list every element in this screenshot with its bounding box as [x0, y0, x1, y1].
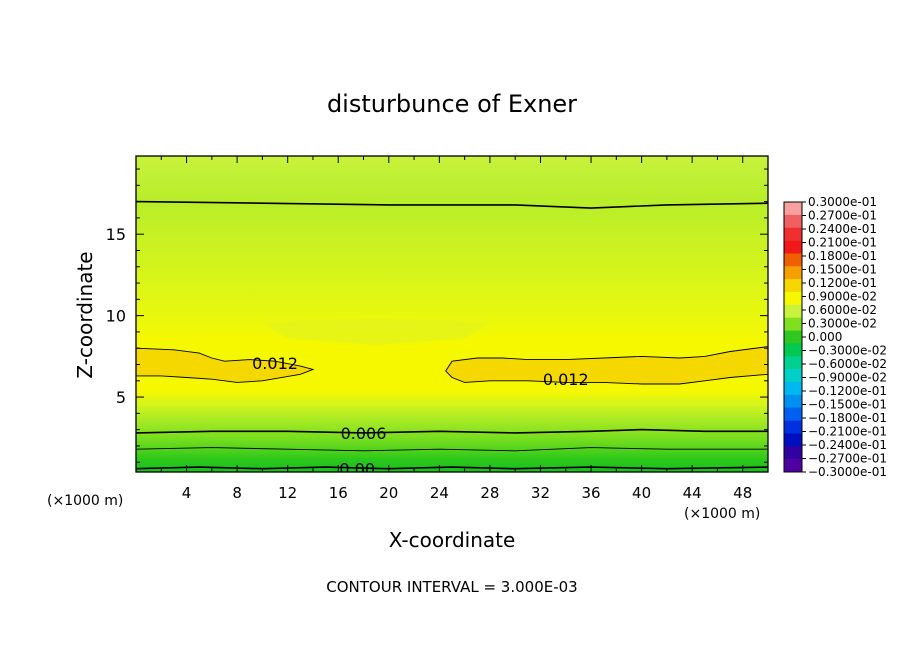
x-tick-label-6: 28 — [480, 484, 499, 502]
contour-label-0: 0.012 — [252, 354, 298, 373]
colorbar: 0.3000e-010.2700e-010.2400e-010.2100e-01… — [783, 195, 887, 479]
colorbar-label-20: −0.3000e-01 — [808, 465, 887, 479]
colorbar-label-3: 0.2100e-01 — [808, 236, 877, 250]
contour-label-1: 0.012 — [543, 370, 589, 389]
colorbar-label-16: −0.1800e-01 — [808, 411, 887, 425]
x-tick-label-9: 40 — [632, 484, 651, 502]
colorbar-label-11: −0.3000e-02 — [808, 344, 887, 358]
x-unit-right: (×1000 m) — [684, 506, 760, 522]
contour-label-2: 0.006 — [341, 424, 387, 443]
colorbar-label-7: 0.9000e-02 — [808, 290, 877, 304]
contour-line-3 — [136, 428, 768, 434]
colorbar-swatch-14 — [784, 382, 802, 396]
contour-line-4 — [136, 447, 768, 452]
colorbar-swatch-20 — [784, 459, 802, 473]
colorbar-swatch-1 — [784, 214, 802, 229]
colorbar-label-17: −0.2100e-01 — [808, 425, 887, 439]
contour-interval-footer: CONTOUR INTERVAL = 3.000E-03 — [326, 578, 577, 596]
y-axis-label: Z-coordinate — [73, 251, 97, 378]
colorbar-swatch-19 — [784, 446, 802, 460]
colorbar-swatch-10 — [784, 330, 802, 344]
x-tick-label-4: 20 — [379, 484, 398, 502]
colorbar-label-4: 0.1800e-01 — [808, 249, 877, 263]
contour-core-fill-1 — [445, 346, 768, 384]
colorbar-label-8: 0.6000e-02 — [808, 303, 877, 317]
colorbar-label-2: 0.2400e-01 — [808, 222, 877, 236]
colorbar-label-9: 0.3000e-02 — [808, 317, 877, 331]
contour-line-0 — [136, 347, 315, 383]
x-tick-label-2: 12 — [278, 484, 297, 502]
colorbar-label-10: 0.000 — [808, 330, 842, 344]
colorbar-swatch-15 — [784, 394, 802, 409]
colorbar-label-1: 0.2700e-01 — [808, 209, 877, 223]
plot-frame — [135, 155, 769, 473]
colorbar-label-19: −0.2700e-01 — [808, 452, 887, 466]
colorbar-label-5: 0.1500e-01 — [808, 263, 877, 277]
colorbar-label-18: −0.2400e-01 — [808, 438, 887, 452]
x-tick-label-11: 48 — [733, 484, 752, 502]
colorbar-label-15: −0.1500e-01 — [808, 398, 887, 412]
colorbar-swatch-0 — [784, 202, 802, 216]
plot-fill-group: 0.012 0.012 0.006 0.00 — [136, 156, 768, 479]
center-band — [262, 318, 490, 345]
contour-label-3: 0.00 — [339, 460, 375, 479]
colorbar-swatch-17 — [784, 420, 802, 434]
contour-core-fill-0 — [136, 348, 313, 383]
x-tick-label-7: 32 — [531, 484, 550, 502]
plot-background-fill — [136, 156, 768, 472]
x-tick-label-5: 24 — [430, 484, 449, 502]
colorbar-swatch-3 — [784, 240, 802, 254]
colorbar-swatch-8 — [784, 304, 802, 319]
colorbar-label-13: −0.9000e-02 — [808, 371, 887, 385]
chart-title: disturbunce of Exner — [327, 90, 577, 118]
colorbar-swatch-2 — [784, 227, 802, 241]
y-tick-label-0: 5 — [116, 388, 126, 407]
y-tick-label-1: 10 — [106, 307, 126, 326]
contour-line-5 — [136, 466, 768, 470]
x-tick-label-8: 36 — [581, 484, 600, 502]
colorbar-label-6: 0.1200e-01 — [808, 276, 877, 290]
x-tick-label-0: 4 — [182, 484, 192, 502]
y-tick-label-2: 15 — [106, 225, 126, 244]
colorbar-label-14: −0.1200e-01 — [808, 384, 887, 398]
colorbar-label-0: 0.3000e-01 — [808, 195, 877, 209]
x-tick-label-3: 16 — [329, 484, 348, 502]
colorbar-swatch-12 — [784, 356, 802, 370]
x-tick-label-1: 8 — [232, 484, 242, 502]
contour-line-1 — [445, 346, 768, 385]
colorbar-swatch-13 — [784, 369, 802, 383]
colorbar-swatch-18 — [784, 433, 802, 447]
colorbar-swatch-7 — [784, 292, 802, 306]
x-tick-label-10: 44 — [683, 484, 702, 502]
colorbar-swatch-16 — [784, 407, 802, 421]
colorbar-swatch-11 — [784, 343, 802, 357]
contour-line-2 — [136, 200, 768, 209]
colorbar-swatch-5 — [784, 266, 802, 280]
x-unit-left: (×1000 m) — [47, 493, 123, 509]
colorbar-swatch-9 — [784, 317, 802, 331]
colorbar-swatch-6 — [784, 279, 802, 293]
x-axis-label: X-coordinate — [389, 528, 516, 552]
colorbar-swatch-4 — [784, 253, 802, 267]
colorbar-label-12: −0.6000e-02 — [808, 357, 887, 371]
